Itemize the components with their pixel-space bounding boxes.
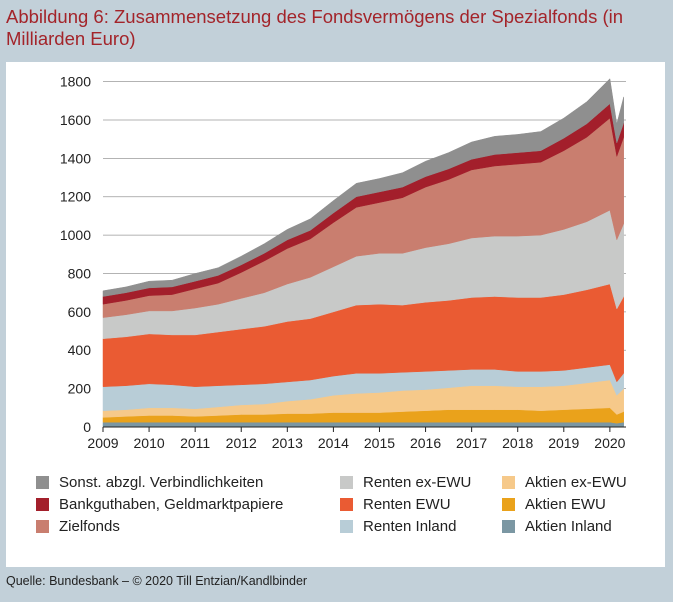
chart-panel: 0 200 400 600 800 1000 1200 1400 1600 1800 2009 201… xyxy=(6,62,665,567)
legend-item: Sonst. abzgl. Verbindlichkeiten xyxy=(36,474,263,491)
legend-label: Zielfonds xyxy=(59,518,120,535)
x-tick-label: 2015 xyxy=(364,435,395,451)
source-note: Quelle: Bundesbank – © 2020 Till Entzian… xyxy=(6,574,308,588)
x-tick-label: 2019 xyxy=(548,435,579,451)
area-series xyxy=(102,78,624,297)
legend-label: Renten ex-EWU xyxy=(363,474,472,491)
legend-label: Renten EWU xyxy=(363,496,451,513)
x-tick-label: 2017 xyxy=(456,435,487,451)
x-tick-label: 2020 xyxy=(594,435,625,451)
legend-item: Aktien Inland xyxy=(502,518,612,535)
y-tick-label: 400 xyxy=(68,342,92,358)
legend-item: Renten EWU xyxy=(340,496,451,513)
legend-item: Renten Inland xyxy=(340,518,456,535)
y-tick-label: 600 xyxy=(68,304,92,320)
x-tick-label: 2009 xyxy=(87,435,118,451)
legend-swatch xyxy=(502,476,515,489)
legend-swatch xyxy=(502,498,515,511)
legend-label: Sonst. abzgl. Verbindlichkeiten xyxy=(59,474,264,491)
x-tick-label: 2013 xyxy=(272,435,303,451)
y-tick-label: 200 xyxy=(68,381,92,397)
legend-swatch xyxy=(340,476,353,489)
area-series xyxy=(102,421,624,428)
area-layer xyxy=(102,78,624,428)
y-tick-label: 1600 xyxy=(60,112,91,128)
legend-label: Renten Inland xyxy=(363,518,457,535)
axis-layer: 0 200 400 600 800 1000 1200 1400 1600 1800 2009 201… xyxy=(60,74,626,451)
x-tick-label: 2018 xyxy=(502,435,533,451)
x-tick-label: 2014 xyxy=(318,435,349,451)
figure-title: Abbildung 6: Zusammensetzung des Fondsve… xyxy=(6,6,624,49)
x-tick-label: 2011 xyxy=(180,435,210,451)
legend-label: Bankguthaben, Geldmarktpapiere xyxy=(59,496,284,513)
x-tick-label: 2012 xyxy=(226,435,257,451)
legend-item: Bankguthaben, Geldmarktpapiere xyxy=(36,496,283,513)
y-tick-label: 800 xyxy=(68,265,92,281)
y-tick-label: 1400 xyxy=(60,150,91,166)
y-tick-label: 0 xyxy=(83,419,91,435)
legend-item: Zielfonds xyxy=(36,518,120,535)
legend-swatch xyxy=(340,520,353,533)
y-tick-label: 1000 xyxy=(60,227,91,243)
y-tick-label: 1200 xyxy=(60,189,91,205)
legend-label: Aktien ex-EWU xyxy=(525,474,627,491)
x-tick-label: 2016 xyxy=(410,435,441,451)
legend-swatch xyxy=(340,498,353,511)
legend-swatch xyxy=(36,498,49,511)
legend-item: Renten ex-EWU xyxy=(340,474,471,491)
legend-item: Aktien EWU xyxy=(502,496,606,513)
legend-label: Aktien Inland xyxy=(525,518,612,535)
stacked-area-chart: 0 200 400 600 800 1000 1200 1400 1600 1800 2009 201… xyxy=(60,74,626,451)
legend-label: Aktien EWU xyxy=(525,496,606,513)
legend-item: Aktien ex-EWU xyxy=(502,474,627,491)
legend-swatch xyxy=(502,520,515,533)
legend-swatch xyxy=(36,520,49,533)
legend-swatch xyxy=(36,476,49,489)
x-tick-label: 2010 xyxy=(134,435,165,451)
y-tick-label: 1800 xyxy=(60,74,91,90)
